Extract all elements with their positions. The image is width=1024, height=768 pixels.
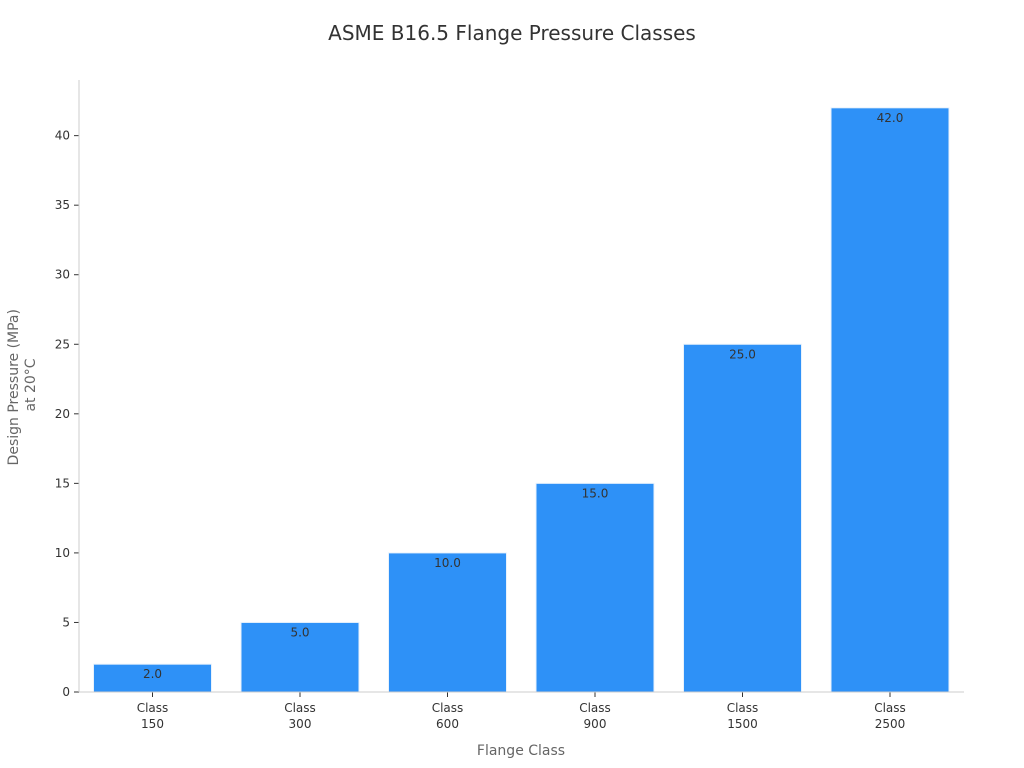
bar [830,107,950,693]
y-tick-label: 15 [55,476,70,490]
x-axis-title: Flange Class [477,743,565,759]
bar [683,343,802,693]
bar-data-label: 10.0 [434,556,461,570]
x-tick-label: Class 1500 [727,701,759,731]
x-tick-label: Class 900 [579,701,611,731]
bar [93,663,212,693]
chart-title: ASME B16.5 Flange Pressure Classes [328,21,696,45]
x-tick-label: Class 600 [432,701,464,731]
bars [93,107,950,693]
y-axis-title-line-1: Design Pressure (MPa) [6,309,22,465]
y-axis-title-line-2: at 20°C [23,358,39,411]
bar [535,482,655,693]
x-tick-label: Class 300 [284,701,316,731]
y-tick-label: 10 [55,546,70,560]
x-tick-label: Class 150 [137,701,169,731]
x-axis-ticks: Class 150 Class 300 Class 600 Class 900 Class 150… [137,692,906,731]
y-tick-label: 30 [55,268,70,282]
y-tick-label: 40 [55,129,70,143]
y-axis-ticks: 0 5 10 15 20 25 30 35 40 [55,129,79,699]
y-tick-label: 25 [55,337,70,351]
bar-data-label: 5.0 [290,625,309,639]
y-tick-label: 35 [55,198,70,212]
bar [388,552,507,693]
bar-data-label: 25.0 [729,347,756,361]
y-tick-label: 20 [55,407,70,421]
y-tick-label: 0 [62,685,70,699]
bar-data-labels: 2.0 5.0 10.0 15.0 25.0 42.0 [143,111,903,681]
y-tick-label: 5 [62,615,70,629]
bar-data-label: 2.0 [143,667,162,681]
x-tick-label: Class 2500 [874,701,906,731]
bar-data-label: 42.0 [877,111,904,125]
y-axis-title: Design Pressure (MPa) at 20°C [6,305,39,466]
bar-data-label: 15.0 [582,486,609,500]
